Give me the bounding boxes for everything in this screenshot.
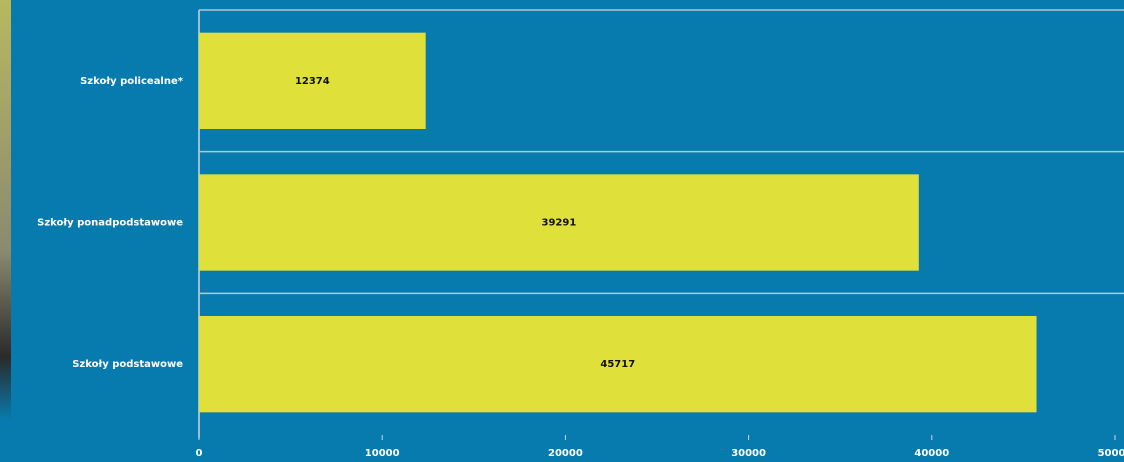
chart: 0 10000 20000 30000 40000 50000 Szkoły policea… [0,0,1124,462]
x-tick-label: 10000 [365,448,400,459]
page: 0 10000 20000 30000 40000 50000 Szkoły policea… [0,0,1124,462]
value-label: 45717 [600,359,635,370]
value-label: 39291 [542,218,577,229]
x-tick-label: 0 [196,448,203,459]
x-tick-label: 50000 [1098,448,1124,459]
x-tick-label: 20000 [548,448,583,459]
x-tick-label: 30000 [731,448,766,459]
y-tick-label: Szkoły podstawowe [72,359,183,370]
photo-edge [0,0,11,420]
value-label: 12374 [295,76,330,87]
y-tick-label: Szkoły ponadpodstawowe [37,218,183,229]
x-tick-label: 40000 [914,448,949,459]
y-tick-label: Szkoły policealne* [80,76,184,87]
